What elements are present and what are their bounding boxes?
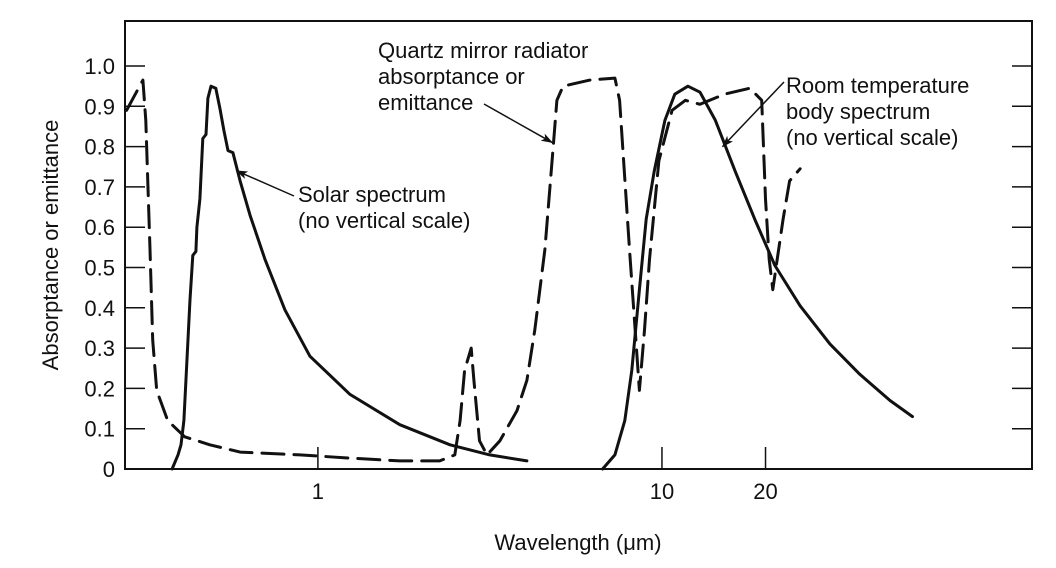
series-line-room-temperature-body-spectrum [601, 84, 914, 471]
y-tick-label: 0.5 [84, 256, 115, 281]
y-tick-label: 0 [103, 457, 115, 482]
annotation-quartz-line: absorptance or [378, 64, 525, 89]
annotation-quartz-line: emittance [378, 90, 473, 115]
series-line-quartz-mirror-radiator-absorptance-or-emittance [125, 76, 802, 463]
x-tick-label: 10 [650, 479, 674, 504]
y-axis-title: Absorptance or emittance [38, 120, 63, 371]
y-tick-label: 0.4 [84, 296, 115, 321]
y-tick-label: 0.3 [84, 336, 115, 361]
x-tick-label: 1 [312, 479, 324, 504]
annotation-solar-line: (no vertical scale) [298, 208, 470, 233]
annotation-solar-arrow [235, 170, 295, 197]
annotation-solar-line: Solar spectrum [298, 182, 446, 207]
plot-frame [124, 20, 1033, 470]
y-tick-label: 0.9 [84, 94, 115, 119]
x-axis-title: Wavelength (μm) [494, 530, 661, 555]
annotation-room-line: (no vertical scale) [786, 125, 958, 150]
y-tick-label: 0.7 [84, 175, 115, 200]
y-tick-label: 0.2 [84, 376, 115, 401]
annotation-room-line: Room temperature [786, 73, 969, 98]
annotation-room-arrow [721, 81, 785, 148]
y-tick-label: 0.8 [84, 135, 115, 160]
annotation-room-line: body spectrum [786, 99, 930, 124]
series-line-solar-spectrum [170, 84, 529, 471]
y-tick-label: 0.6 [84, 215, 115, 240]
x-tick-label: 20 [753, 479, 777, 504]
annotation-quartz-line: Quartz mirror radiator [378, 38, 588, 63]
annotation-quartz-arrow [483, 103, 554, 144]
y-tick-label: 0.1 [84, 417, 115, 442]
y-tick-label: 1.0 [84, 54, 115, 79]
